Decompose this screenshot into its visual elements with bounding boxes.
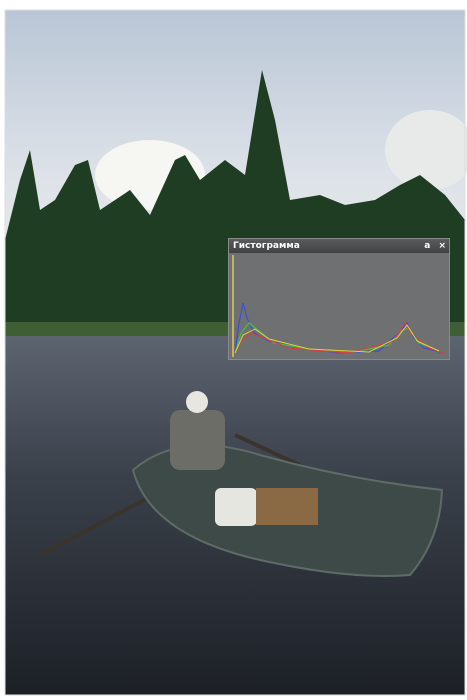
container bbox=[215, 488, 257, 526]
luminance-channel bbox=[234, 324, 440, 354]
blue-channel bbox=[234, 302, 445, 354]
crate bbox=[256, 488, 318, 525]
panel-pin-button[interactable]: a bbox=[424, 241, 431, 251]
histogram bbox=[232, 255, 445, 357]
person bbox=[170, 410, 225, 470]
red-channel bbox=[234, 321, 445, 354]
panel-close-button[interactable]: × bbox=[438, 241, 446, 251]
panel-title-bar: Гистограмма a × bbox=[229, 239, 449, 253]
histogram-panel: Гистограмма a × bbox=[228, 238, 450, 360]
head bbox=[186, 391, 208, 413]
photo-frame bbox=[4, 9, 466, 696]
cloud bbox=[385, 110, 467, 190]
panel-buttons: a × bbox=[419, 239, 446, 253]
green-channel bbox=[234, 322, 445, 354]
panel-title: Гистограмма bbox=[233, 241, 300, 251]
